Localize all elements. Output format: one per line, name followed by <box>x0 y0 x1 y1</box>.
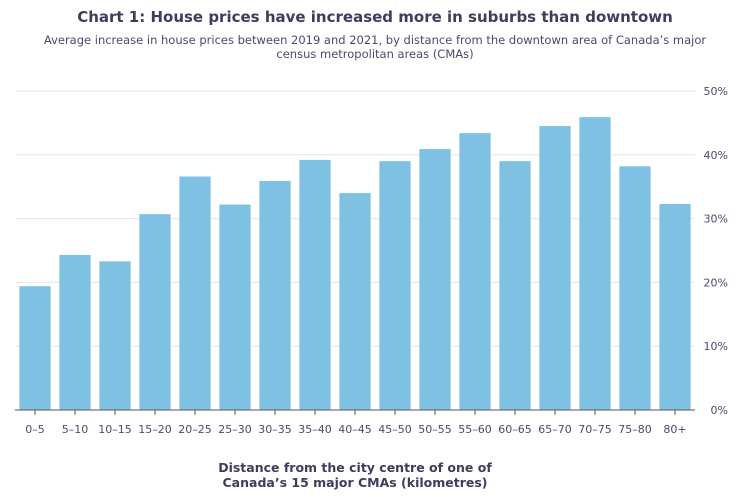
bar <box>259 180 291 410</box>
x-tick-label: 75–80 <box>618 423 652 436</box>
x-tick-label: 10–15 <box>98 423 132 436</box>
x-tick-label: 20–25 <box>178 423 212 436</box>
x-tick-label: 50–55 <box>418 423 452 436</box>
bar <box>179 176 211 410</box>
x-tick-label: 65–70 <box>538 423 572 436</box>
bar <box>299 159 331 410</box>
x-axis-label: Distance from the city centre of one of … <box>218 460 492 490</box>
x-tick-label: 35–40 <box>298 423 332 436</box>
x-tick-label: 5–10 <box>62 423 89 436</box>
bar <box>19 286 51 410</box>
y-tick-label: 40% <box>704 149 728 162</box>
chart-subtitle: Average increase in house prices between… <box>43 33 707 61</box>
chart-title: Chart 1: House prices have increased mor… <box>77 8 673 26</box>
x-tick-label: 70–75 <box>578 423 612 436</box>
bar <box>659 203 691 410</box>
y-tick-label: 20% <box>704 276 728 289</box>
bar <box>459 133 491 410</box>
bars <box>19 117 691 411</box>
y-tick-label: 10% <box>704 340 728 353</box>
bar <box>579 117 611 411</box>
x-tick-label: 0–5 <box>25 423 45 436</box>
x-tick-label: 15–20 <box>138 423 172 436</box>
x-tick-label: 60–65 <box>498 423 532 436</box>
x-tick-label: 30–35 <box>258 423 292 436</box>
x-axis-ticks: 0–5 5–10 10–15 15–20 20–25 25–30 30–35 35–40 40–… <box>25 410 687 436</box>
bar <box>139 214 171 410</box>
y-axis-ticks: 0% 10% 20% 30% 40% 50% <box>704 85 728 417</box>
y-tick-label: 50% <box>704 85 728 98</box>
bar <box>499 161 531 410</box>
x-tick-label: 80+ <box>663 423 686 436</box>
x-tick-label: 25–30 <box>218 423 252 436</box>
y-tick-label: 30% <box>704 213 728 226</box>
x-tick-label: 45–50 <box>378 423 412 436</box>
bar <box>419 149 451 411</box>
bar <box>539 126 571 410</box>
bar <box>219 204 251 410</box>
bar <box>379 161 411 410</box>
x-tick-label: 55–60 <box>458 423 492 436</box>
bar <box>99 261 131 410</box>
y-tick-label: 0% <box>711 404 728 417</box>
x-tick-label: 40–45 <box>338 423 372 436</box>
bar <box>619 166 651 410</box>
bar <box>339 193 371 410</box>
bar <box>59 254 91 410</box>
